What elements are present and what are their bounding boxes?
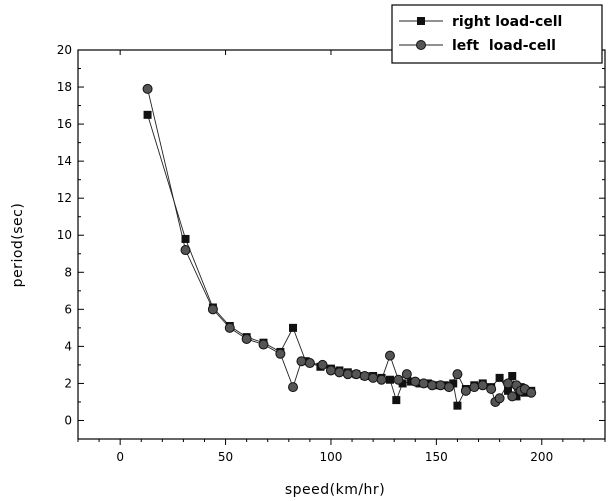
left-load-cell-point bbox=[384, 350, 395, 361]
plot-frame bbox=[77, 49, 606, 440]
left-load-cell-point bbox=[435, 380, 446, 391]
x-axis-label: speed(km/hr) bbox=[285, 482, 385, 498]
y-tick-label: 14 bbox=[57, 154, 72, 168]
left-load-cell-point bbox=[351, 369, 362, 380]
left-load-cell-point bbox=[224, 322, 235, 333]
y-tick-label: 4 bbox=[64, 339, 72, 353]
right-load-cell-point bbox=[392, 396, 401, 405]
left-load-cell-point bbox=[376, 374, 387, 385]
left-load-cell-point bbox=[418, 378, 429, 389]
left-load-cell-point bbox=[241, 333, 252, 344]
y-tick-label: 20 bbox=[57, 43, 72, 57]
y-tick-label: 16 bbox=[57, 117, 72, 131]
left-load-cell-point bbox=[207, 304, 218, 315]
x-tick-label: 150 bbox=[425, 450, 448, 464]
x-tick-label: 100 bbox=[320, 450, 343, 464]
y-tick-label: 18 bbox=[57, 80, 72, 94]
y-tick-label: 0 bbox=[64, 413, 72, 427]
left-load-cell-point bbox=[401, 369, 412, 380]
left-load-cell-point bbox=[486, 383, 497, 394]
left-load-cell-point bbox=[275, 348, 286, 359]
left-load-cell-point bbox=[317, 359, 328, 370]
left-load-cell-point bbox=[325, 365, 336, 376]
y-tick-label: 2 bbox=[64, 376, 72, 390]
left-load-cell-point bbox=[410, 376, 421, 387]
left-load-cell-point bbox=[526, 387, 537, 398]
left-load-cell-point bbox=[142, 83, 153, 94]
y-tick-label: 6 bbox=[64, 302, 72, 316]
left-load-cell-point bbox=[288, 382, 299, 393]
right-load-cell-point bbox=[453, 401, 462, 410]
left-load-cell-point bbox=[393, 374, 404, 385]
left-load-cell-point bbox=[452, 369, 463, 380]
right-load-cell-point bbox=[508, 372, 517, 381]
series-line-right-load-cell bbox=[147, 114, 532, 408]
x-tick-label: 200 bbox=[530, 450, 553, 464]
legend: right load-cell left load-cell bbox=[391, 4, 603, 64]
y-tick-label: 8 bbox=[64, 265, 72, 279]
axis-ticks bbox=[77, 49, 606, 445]
left-load-cell-point bbox=[359, 371, 370, 382]
y-tick-label: 10 bbox=[57, 228, 72, 242]
left-load-cell-point bbox=[460, 385, 471, 396]
legend-entry-right-load-cell-label: right load-cell bbox=[452, 14, 562, 30]
right-load-cell-point bbox=[143, 110, 152, 119]
left-load-cell-point bbox=[334, 367, 345, 378]
right-load-cell-point bbox=[289, 323, 298, 332]
right-load-cell-point bbox=[449, 379, 458, 388]
left-load-cell-point bbox=[258, 339, 269, 350]
right-load-cell-point bbox=[504, 386, 513, 395]
series-line-left-load-cell bbox=[147, 88, 532, 403]
left-load-cell-point bbox=[494, 393, 505, 404]
data-markers bbox=[142, 83, 537, 410]
legend-entry-left-load-cell-marker bbox=[416, 40, 426, 50]
left-load-cell-point bbox=[444, 382, 455, 393]
legend-entry-right-load-cell-marker bbox=[417, 17, 425, 25]
y-tick-label: 12 bbox=[57, 191, 72, 205]
right-load-cell-point bbox=[495, 373, 504, 382]
x-tick-label: 50 bbox=[218, 450, 233, 464]
left-load-cell-point bbox=[180, 245, 191, 256]
left-load-cell-point bbox=[296, 356, 307, 367]
right-load-cell-point bbox=[385, 375, 394, 384]
legend-box bbox=[391, 4, 603, 64]
left-load-cell-point bbox=[507, 391, 518, 402]
left-load-cell-point bbox=[477, 380, 488, 391]
x-tick-label: 0 bbox=[116, 450, 124, 464]
right-load-cell-point bbox=[181, 234, 190, 243]
right-load-cell-point bbox=[398, 379, 407, 388]
left-load-cell-point bbox=[503, 378, 514, 389]
left-load-cell-point bbox=[304, 358, 315, 369]
left-load-cell-point bbox=[342, 369, 353, 380]
left-load-cell-point bbox=[368, 372, 379, 383]
series-lines bbox=[147, 88, 532, 408]
left-load-cell-point bbox=[427, 380, 438, 391]
left-load-cell-point bbox=[469, 382, 480, 393]
legend-entry-left-load-cell-label: left load-cell bbox=[452, 38, 556, 54]
y-axis-label: period(sec) bbox=[10, 203, 26, 288]
